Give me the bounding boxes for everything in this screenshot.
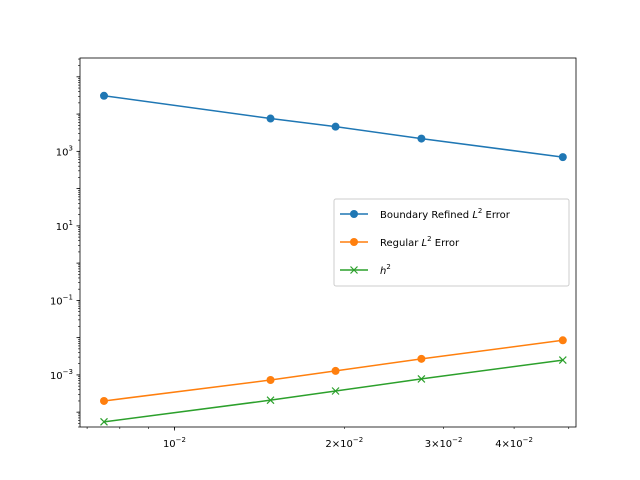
legend-label: h2 — [380, 263, 391, 277]
series-3 — [100, 356, 567, 426]
x-tick-label: 10−2 — [163, 436, 186, 450]
marker-stroke — [266, 396, 275, 405]
marker-stroke — [331, 387, 340, 395]
major-ticks: 10−2 2×10−2 3×10−2 4×10−2 10−3 10−1 101 103 — [50, 76, 533, 450]
data-point — [558, 153, 567, 162]
marker-stroke — [350, 266, 358, 274]
series-layer — [100, 91, 567, 426]
data-point — [100, 396, 109, 405]
marker-stroke — [417, 375, 426, 383]
data-point — [331, 387, 340, 395]
data-point — [331, 122, 340, 131]
legend-item: Regular L2 Error — [340, 235, 460, 249]
legend-marker — [350, 210, 358, 218]
data-point — [266, 114, 275, 123]
legend-label: Boundary Refined L2 Error — [380, 207, 511, 221]
legend-marker — [350, 266, 358, 274]
legend-label: Regular L2 Error — [380, 235, 460, 249]
y-tick-label: 10−3 — [50, 368, 73, 382]
x-tick-label: 2×10−2 — [325, 436, 363, 450]
series-1 — [100, 91, 567, 162]
data-point — [417, 354, 426, 363]
data-point — [266, 376, 275, 385]
y-tick-label: 10−1 — [50, 293, 73, 307]
series-2 — [100, 336, 567, 405]
marker-stroke — [100, 417, 108, 426]
legend-item: h2 — [340, 263, 391, 277]
data-point — [331, 366, 340, 375]
y-tick-label: 103 — [56, 144, 73, 158]
data-point — [558, 336, 567, 345]
marker-stroke — [558, 356, 567, 365]
legend: Boundary Refined L2 Error Regular L2 Erro… — [333, 198, 570, 287]
legend-box — [333, 198, 570, 287]
data-point — [417, 375, 426, 383]
legend-marker — [350, 238, 358, 246]
data-point — [558, 356, 567, 365]
legend-item: Boundary Refined L2 Error — [340, 207, 511, 221]
x-tick-label: 3×10−2 — [425, 436, 463, 450]
data-point — [100, 417, 108, 426]
plot-frame — [79, 57, 577, 428]
data-point — [100, 91, 109, 100]
data-point — [266, 396, 275, 405]
y-tick-label: 101 — [56, 219, 73, 233]
data-point — [417, 134, 426, 143]
x-tick-label: 4×10−2 — [495, 436, 533, 450]
